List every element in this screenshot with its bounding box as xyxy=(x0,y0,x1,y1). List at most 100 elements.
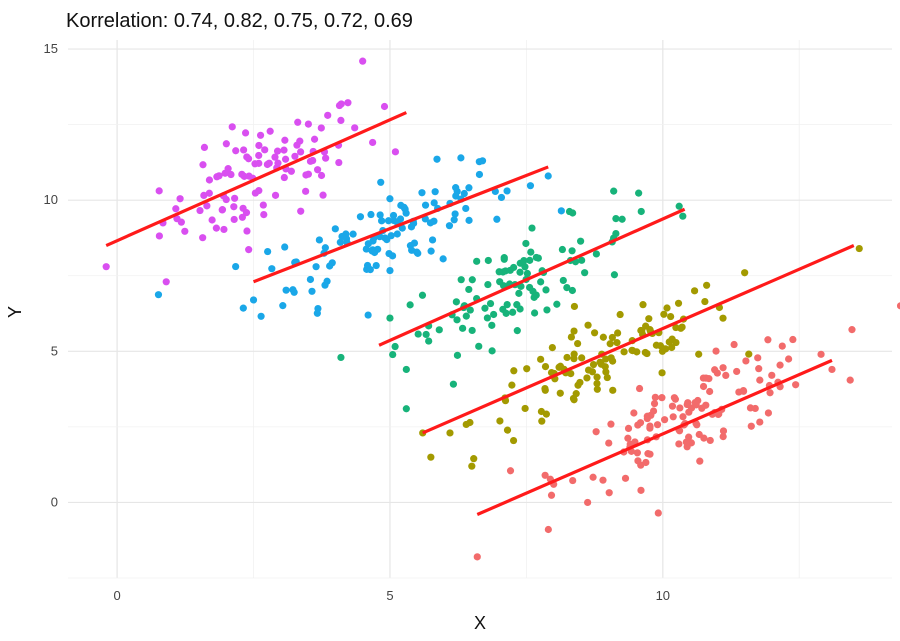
data-point xyxy=(255,151,263,160)
data-point xyxy=(266,127,274,135)
data-point xyxy=(349,230,357,238)
data-point xyxy=(377,178,385,186)
data-point xyxy=(222,140,230,148)
data-point xyxy=(398,224,406,232)
data-point xyxy=(530,293,538,301)
data-point xyxy=(633,449,642,457)
data-point xyxy=(281,243,289,251)
data-point xyxy=(259,201,267,209)
data-point xyxy=(678,323,686,331)
data-point xyxy=(386,195,394,203)
y-tick-label: 5 xyxy=(51,343,58,358)
data-point xyxy=(706,436,714,445)
data-point xyxy=(362,245,370,253)
data-point xyxy=(473,257,481,265)
data-point xyxy=(220,225,228,234)
data-point xyxy=(287,167,295,175)
data-point xyxy=(264,247,272,256)
data-point xyxy=(261,146,269,154)
data-point xyxy=(430,199,438,207)
data-point xyxy=(646,422,654,430)
data-point xyxy=(249,296,258,304)
data-point xyxy=(496,417,504,425)
data-point xyxy=(531,309,539,317)
data-point xyxy=(470,455,478,463)
data-point xyxy=(465,285,473,294)
data-point xyxy=(683,400,691,409)
data-point xyxy=(563,283,571,292)
data-point xyxy=(570,327,578,335)
data-point xyxy=(661,416,669,424)
data-point xyxy=(751,404,759,413)
data-point xyxy=(296,137,304,145)
data-point xyxy=(559,276,567,285)
data-point xyxy=(466,306,474,314)
data-point xyxy=(646,326,654,334)
data-point xyxy=(592,250,600,258)
data-point xyxy=(695,350,703,358)
data-point xyxy=(785,355,793,363)
data-point xyxy=(733,367,741,376)
data-point xyxy=(452,192,460,200)
data-point xyxy=(508,381,516,389)
data-point xyxy=(764,336,772,344)
data-point xyxy=(356,213,365,221)
data-point xyxy=(319,191,327,199)
data-point xyxy=(691,399,699,407)
data-point xyxy=(855,244,863,253)
data-point xyxy=(656,342,665,350)
data-point xyxy=(610,187,618,195)
data-point xyxy=(637,486,645,494)
data-point xyxy=(768,371,776,379)
data-point xyxy=(366,266,374,274)
data-point xyxy=(711,366,719,374)
data-point xyxy=(778,342,786,350)
data-point xyxy=(764,409,773,417)
fit-line-series-3 xyxy=(378,207,686,347)
data-point xyxy=(676,404,684,412)
data-point xyxy=(703,281,711,289)
data-point xyxy=(413,248,421,256)
data-point xyxy=(578,354,586,362)
data-point xyxy=(488,321,496,329)
data-point xyxy=(486,299,495,308)
data-point xyxy=(268,265,276,273)
data-point xyxy=(280,173,288,182)
data-point xyxy=(281,136,289,144)
data-point xyxy=(427,453,435,461)
data-point xyxy=(410,239,419,247)
data-point xyxy=(696,457,704,465)
data-point xyxy=(675,202,683,210)
data-point xyxy=(391,148,400,156)
data-point xyxy=(297,207,305,215)
data-point xyxy=(418,189,426,197)
data-point xyxy=(155,232,163,240)
data-point xyxy=(544,172,552,180)
data-point xyxy=(578,256,586,264)
data-point xyxy=(381,234,389,242)
data-point xyxy=(274,159,282,167)
data-point xyxy=(453,316,461,324)
data-point xyxy=(618,215,626,223)
data-point xyxy=(391,342,399,351)
data-point xyxy=(588,368,597,376)
data-point xyxy=(309,156,317,165)
data-point xyxy=(483,314,491,322)
data-point xyxy=(609,357,617,365)
data-point xyxy=(465,184,473,192)
fit-lines xyxy=(105,111,855,516)
data-point xyxy=(335,158,343,167)
data-point xyxy=(271,191,280,199)
data-point xyxy=(605,489,613,497)
data-point xyxy=(240,146,248,154)
data-point xyxy=(639,301,647,309)
data-point xyxy=(671,395,680,403)
data-point xyxy=(569,476,577,485)
data-point xyxy=(468,276,476,284)
data-point xyxy=(685,433,693,441)
data-point xyxy=(635,189,643,197)
data-point xyxy=(509,308,517,316)
data-point xyxy=(584,321,592,329)
data-point xyxy=(602,355,610,363)
